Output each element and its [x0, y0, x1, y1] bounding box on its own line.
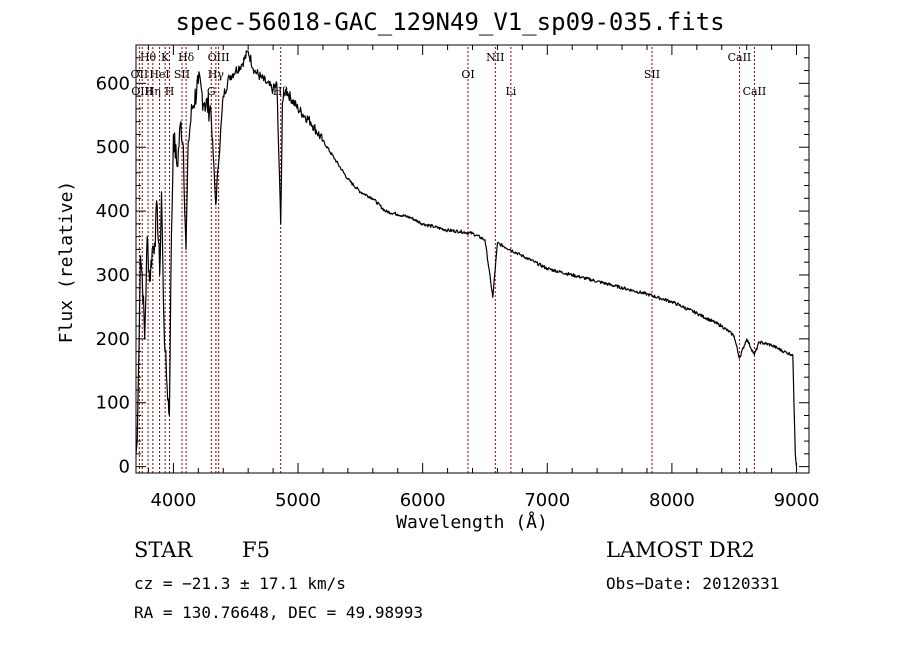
- survey-name: LAMOST DR2: [606, 538, 755, 562]
- line-marker-label: G: [207, 85, 216, 98]
- observation-date: Obs−Date: 20120331: [606, 574, 780, 593]
- redshift-cz: cz = −21.3 ± 17.1 km/s: [134, 574, 346, 593]
- line-marker-label: Li: [505, 85, 516, 98]
- line-marker-label: K: [161, 51, 170, 64]
- plot-frame: [135, 44, 810, 474]
- x-tick-label: 4000: [150, 490, 196, 511]
- line-marker-label: SII: [644, 68, 660, 81]
- line-marker-label: OI: [461, 68, 474, 81]
- line-marker-label: Hγ: [208, 68, 225, 81]
- line-marker-label: OIII: [208, 51, 230, 64]
- x-tick-label: 5000: [275, 490, 321, 511]
- line-marker-label: OII: [131, 68, 149, 81]
- y-tick-label: 100: [96, 393, 130, 414]
- y-tick-label: 0: [119, 457, 130, 478]
- line-marker-label: Hδ: [178, 51, 195, 64]
- x-tick-label: 7000: [524, 490, 570, 511]
- spectrum-line: [135, 50, 798, 467]
- x-tick-label: 6000: [400, 490, 446, 511]
- line-marker-label: CaII: [743, 85, 767, 98]
- axis-ticks: 4000 5000 6000 7000 8000 9000 0 100 200 300 400 500…: [96, 45, 820, 511]
- object-class: STAR: [134, 538, 193, 562]
- line-marker-label: HeI: [149, 68, 169, 81]
- y-tick-label: 200: [96, 329, 130, 350]
- object-subclass: F5: [242, 538, 270, 562]
- x-tick-label: 8000: [649, 490, 695, 511]
- y-axis-label: Flux (relative): [56, 181, 77, 344]
- line-marker-label: NII: [486, 51, 504, 64]
- y-tick-label: 600: [96, 73, 130, 94]
- spectrum-series: [135, 50, 798, 467]
- line-marker-label: Hη: [145, 85, 161, 98]
- x-tick-label: 9000: [774, 490, 820, 511]
- y-tick-label: 400: [96, 201, 130, 222]
- line-marker-label: OIII: [131, 85, 153, 98]
- x-axis-label: Wavelength (Å): [396, 511, 548, 533]
- line-marker-label: H: [165, 85, 175, 98]
- ra-dec-coordinates: RA = 130.76648, DEC = 49.98993: [134, 603, 423, 622]
- y-tick-label: 500: [96, 137, 130, 158]
- line-marker-label: CaII: [728, 51, 752, 64]
- line-marker-label: SII: [174, 68, 190, 81]
- chart-title: spec-56018-GAC_129N49_V1_sp09-035.fits: [175, 8, 725, 36]
- y-tick-label: 300: [96, 265, 130, 286]
